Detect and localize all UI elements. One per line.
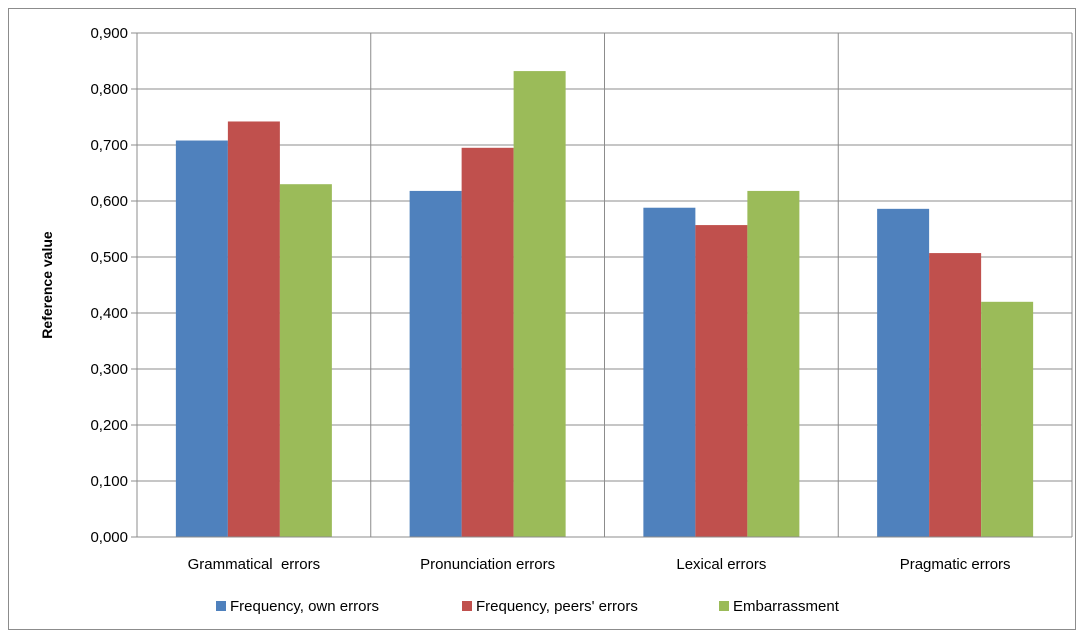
bar	[929, 253, 982, 537]
y-tick-label: 0,500	[90, 249, 128, 266]
y-tick-labels: 0,000 0,100 0,200 0,300 0,400 0,500 0,600 0,700…	[90, 25, 128, 546]
y-tick-label: 0,900	[90, 25, 128, 42]
bars	[175, 71, 1034, 538]
y-axis-title: Reference value	[39, 231, 55, 339]
x-category-label: Grammatical errors	[188, 556, 321, 573]
bar	[695, 225, 748, 537]
bar	[643, 207, 696, 537]
legend-label: Frequency, peers' errors	[476, 598, 638, 615]
bar	[981, 301, 1034, 537]
bar	[279, 184, 332, 537]
legend-label: Frequency, own errors	[230, 598, 379, 615]
legend-swatch	[462, 601, 472, 611]
legend: Frequency, own errors Frequency, peers' e…	[216, 598, 840, 615]
y-tick-label: 0,100	[90, 473, 128, 490]
x-category-label: Pragmatic errors	[900, 556, 1011, 573]
x-category-labels: Grammatical errors Pronunciation errors Le…	[188, 556, 1011, 573]
y-tick-label: 0,300	[90, 361, 128, 378]
bar	[175, 140, 228, 537]
bar	[747, 190, 800, 538]
y-tick-label: 0,800	[90, 81, 128, 98]
bar	[227, 121, 280, 537]
axes	[131, 32, 1072, 538]
x-category-label: Pronunciation errors	[420, 556, 555, 573]
bar	[409, 190, 462, 538]
y-tick-label: 0,600	[90, 193, 128, 210]
legend-label: Embarrassment	[733, 598, 840, 615]
y-tick-label: 0,400	[90, 305, 128, 322]
bar	[513, 71, 566, 537]
legend-swatch	[719, 601, 729, 611]
legend-swatch	[216, 601, 226, 611]
bar	[877, 208, 930, 537]
y-tick-label: 0,200	[90, 417, 128, 434]
y-tick-label: 0,000	[90, 529, 128, 546]
y-tick-label: 0,700	[90, 137, 128, 154]
x-category-label: Lexical errors	[676, 556, 766, 573]
bar	[461, 147, 514, 538]
